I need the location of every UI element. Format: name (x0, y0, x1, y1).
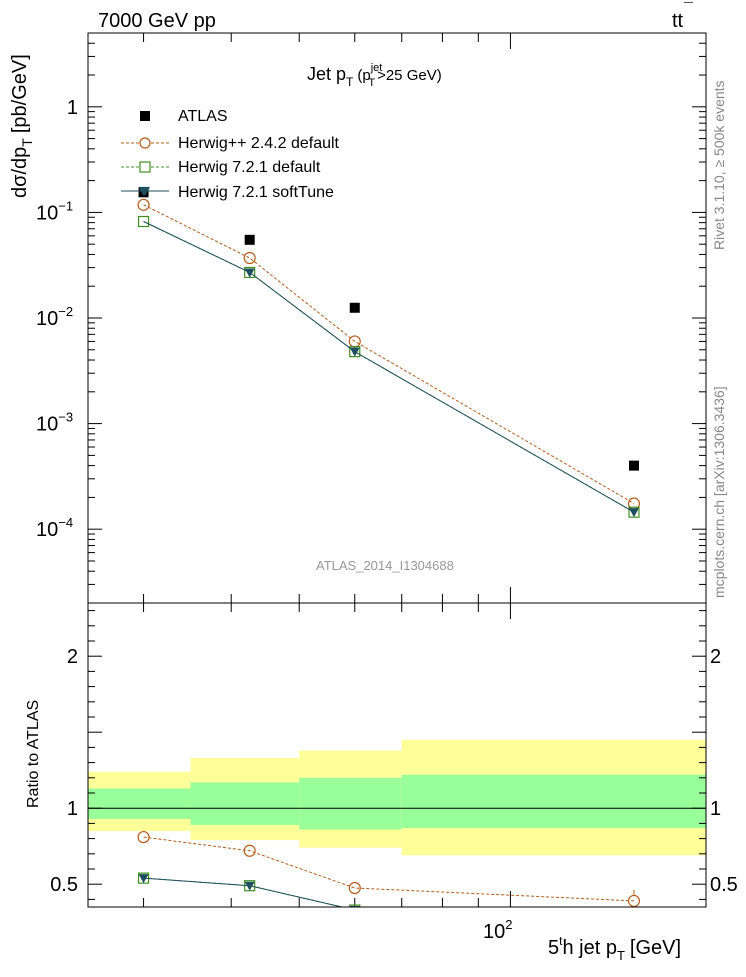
ratio-axis-label: Ratio to ATLAS (25, 700, 42, 808)
x-axis-label: 5th jet pT [GeV] (548, 934, 681, 963)
data-point-softtune (628, 508, 639, 518)
ratio-point-softtune (629, 911, 639, 920)
y-axis-label: dσ/dpT[pb/GeV] (9, 54, 35, 198)
legend-entry-softtune: Herwig 7.2.1 softTune (121, 184, 334, 201)
legend-marker-softtune (140, 187, 150, 196)
y-tick-label: 10−1 (36, 198, 73, 224)
energy-label: 7000 GeV pp (98, 10, 216, 32)
data-point-atlas (244, 234, 255, 245)
series-line-herwig721 (143, 221, 635, 513)
ratio-y-tick-label-left: 0.5 (50, 874, 78, 896)
process-label: tt (672, 10, 684, 32)
legend-label-herwig721: Herwig 7.2.1 default (178, 159, 321, 176)
uncertainty-band-green (299, 777, 402, 830)
ratio-y-tick-label-left: 1 (67, 798, 78, 820)
ratio-line-herwigpp (143, 836, 635, 902)
uncertainty-band-green (88, 788, 191, 819)
data-point-softtune (244, 268, 255, 278)
ratio-point-herwig721 (629, 910, 639, 920)
legend-marker-atlas (140, 111, 150, 121)
legend-marker-herwig721 (139, 161, 151, 173)
legend-marker-herwigpp (139, 137, 151, 149)
series-line-softtune (143, 221, 635, 513)
rivet-label: Rivet 3.1.10, ≥ 500k events (711, 80, 727, 250)
ratio-point-softtune (244, 881, 255, 891)
data-point-herwigpp (137, 198, 150, 211)
ratio-point-herwigpp (348, 881, 361, 895)
ratio-y-tick-label-right: 2 (710, 646, 721, 668)
legend-label-atlas: ATLAS (178, 108, 228, 125)
data-point-herwigpp (243, 251, 256, 265)
legend-label-softtune: Herwig 7.2.1 softTune (178, 184, 334, 201)
legend-entry-herwig721: Herwig 7.2.1 default (121, 159, 321, 176)
y-tick-label: 10−2 (36, 304, 73, 330)
y-tick-label: 10−4 (36, 515, 73, 541)
analysis-watermark: ATLAS_2014_I1304688 (316, 558, 454, 573)
ratio-point-herwigpp (137, 830, 150, 844)
data-point-softtune (349, 347, 360, 357)
ratio-point-herwig721 (349, 904, 361, 907)
ratio-line-softtune (143, 877, 345, 907)
data-point-atlas (628, 460, 639, 471)
ratio-point-softtune (138, 874, 149, 884)
legend-entry-atlas: ATLAS (140, 108, 228, 125)
process-bar: ¯ (683, 1, 693, 18)
data-point-herwig721 (137, 215, 150, 228)
x-tick-label-100: 102 (483, 917, 512, 943)
ratio-y-tick-label-left: 2 (67, 646, 78, 668)
ratio-y-tick-label-right: 0.5 (710, 874, 738, 896)
legend: ATLAS Herwig++ 2.4.2 default Herwig 7.2.… (121, 108, 340, 201)
legend-entry-herwigpp: Herwig++ 2.4.2 default (121, 135, 340, 152)
ratio-point-herwigpp (243, 844, 256, 857)
ratio-point-herwigpp (627, 894, 641, 907)
plot-title: Jet pT (pjet T >25 GeV) (307, 62, 442, 89)
y-tick-label: 1 (67, 97, 78, 119)
series-line-herwigpp (143, 204, 635, 504)
uncertainty-band-green (401, 774, 706, 828)
mcplots-label: mcplots.cern.ch [arXiv:1306.3436] (711, 386, 727, 598)
data-point-atlas (349, 302, 360, 313)
ratio-y-tick-label-right: 1 (710, 798, 721, 820)
legend-label-herwigpp: Herwig++ 2.4.2 default (178, 135, 340, 152)
uncertainty-band-green (190, 782, 300, 825)
ratio-plot-frame (87, 602, 707, 908)
y-tick-label: 10−3 (36, 410, 73, 436)
